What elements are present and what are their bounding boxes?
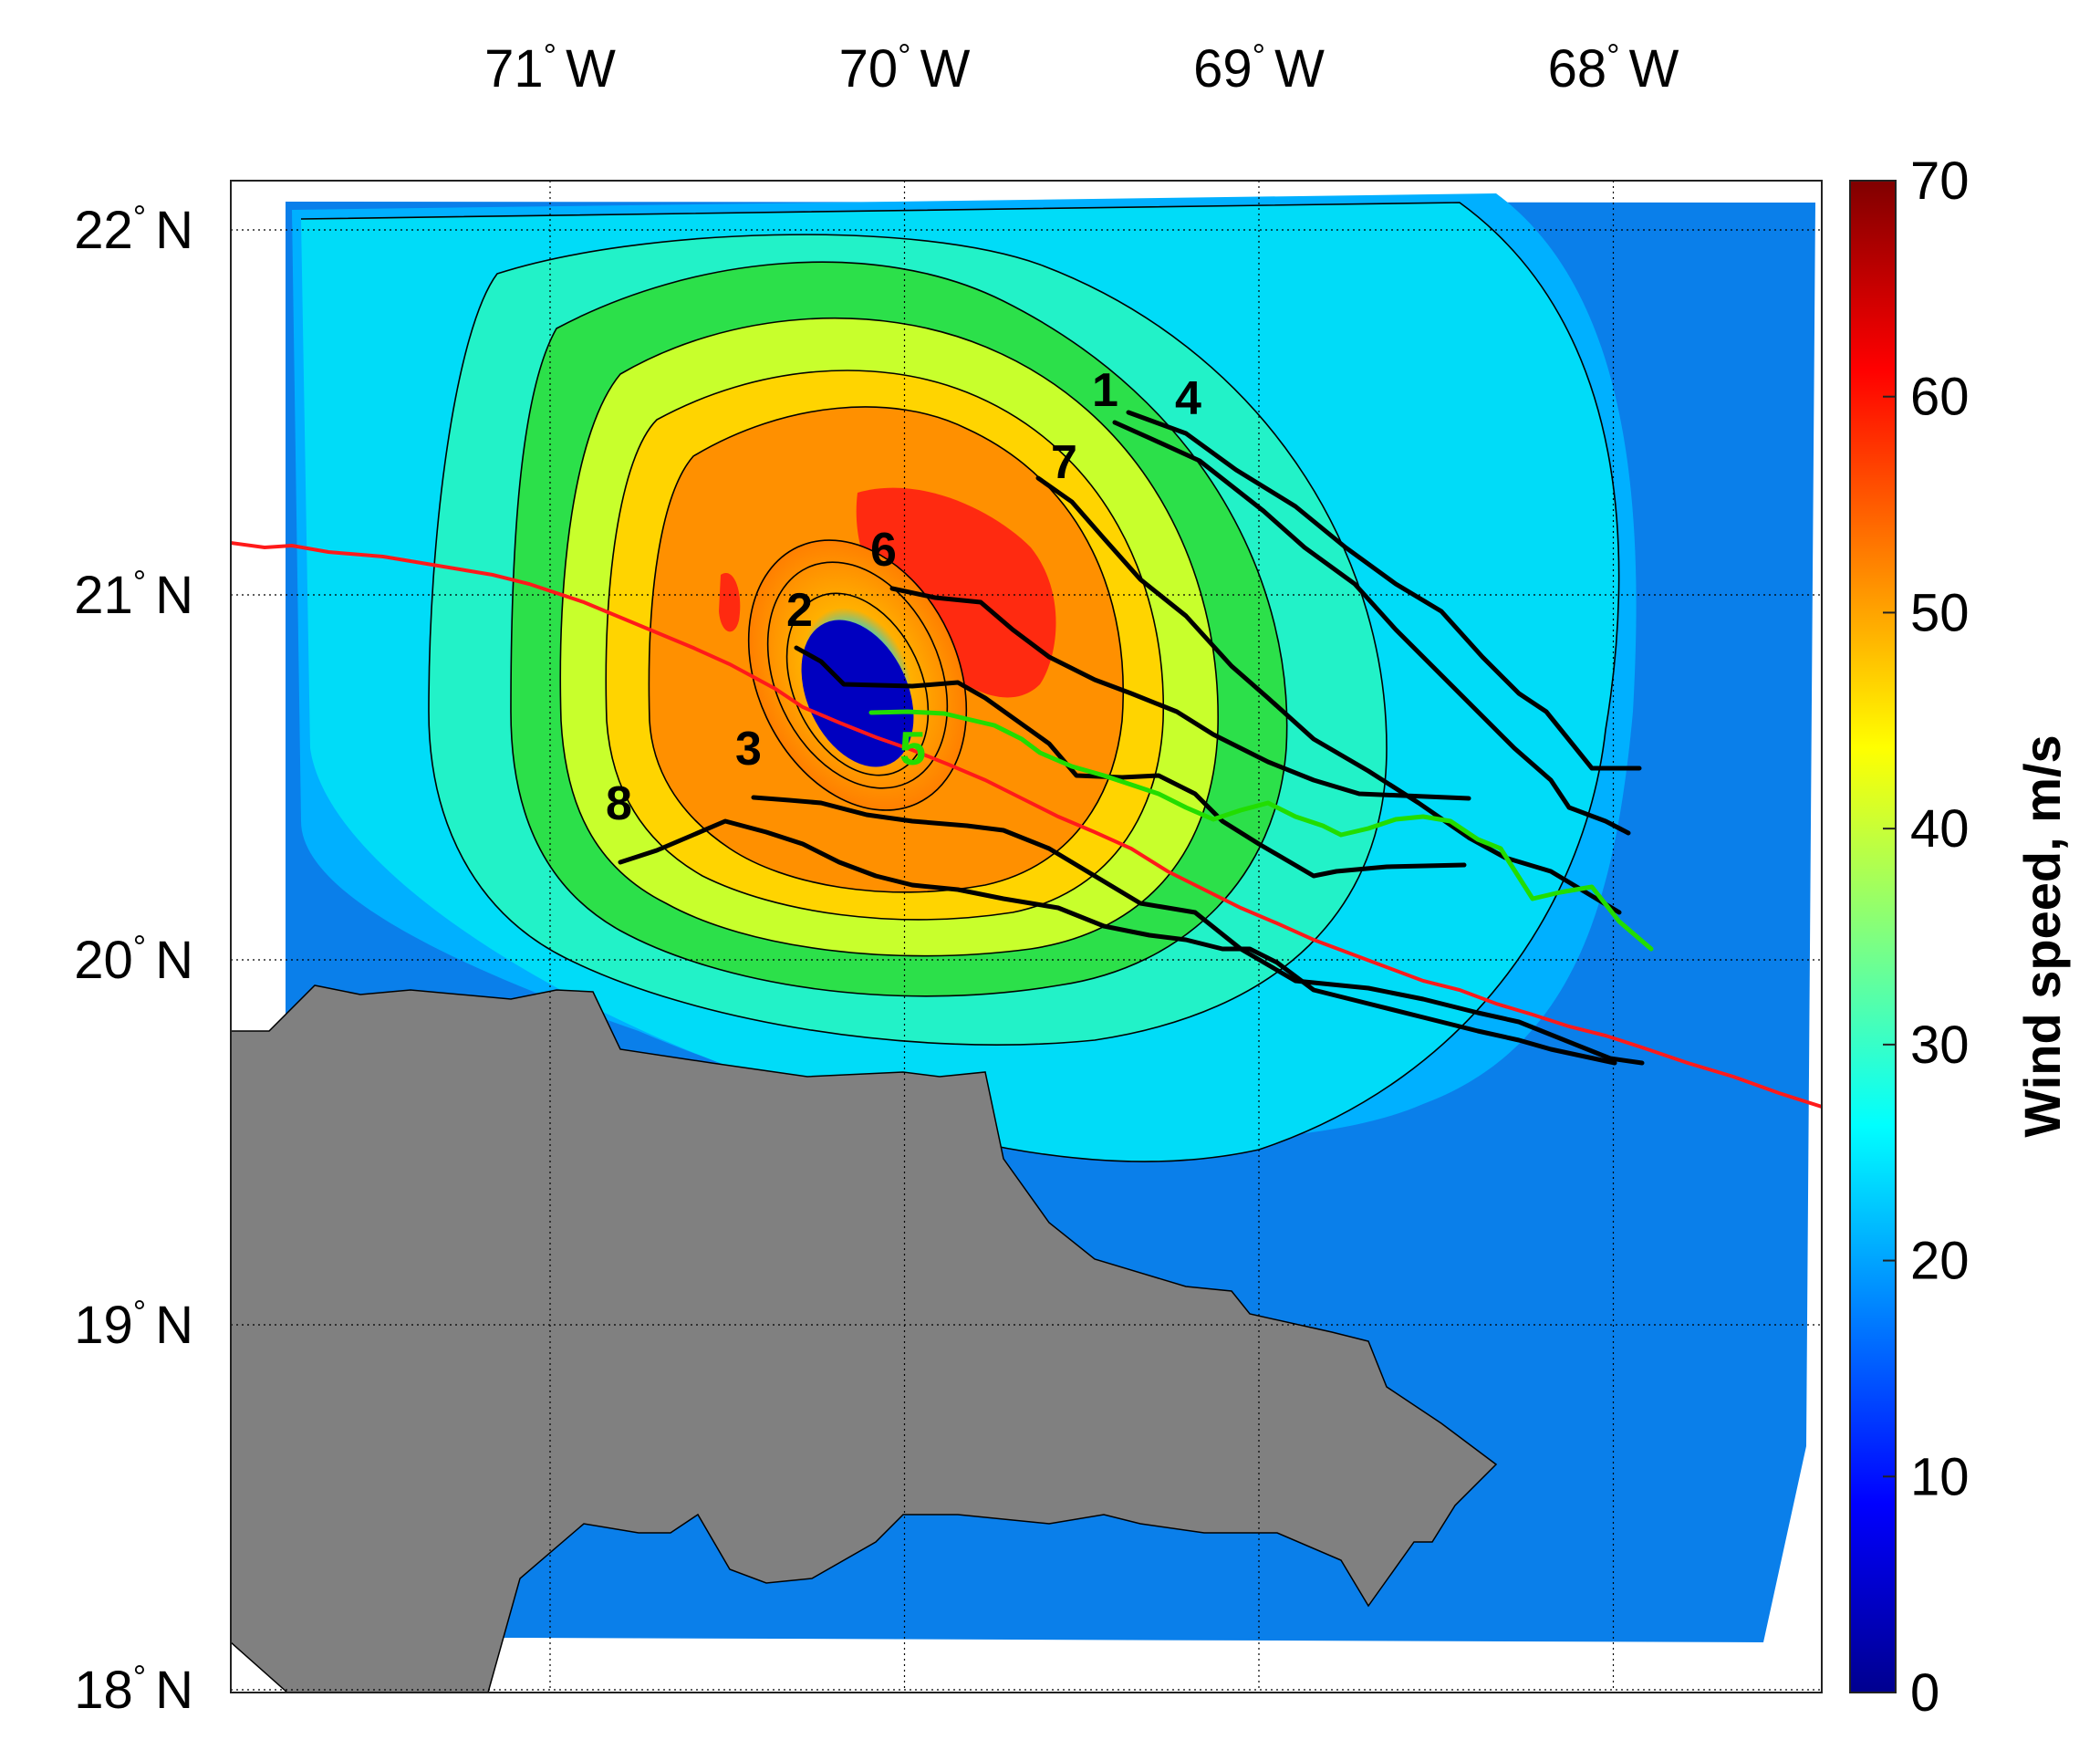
colorbar-label: Wind speed, m/s [2013,734,2071,1137]
contour-band-60 [856,487,1056,698]
longitude-tick-labels: 71° W 70° W 69° W 68° W [484,36,1679,99]
flight-leg-5 [868,709,1654,952]
latitude-tick-label: 21° N [74,563,193,625]
colorbar-gradient [1849,180,1897,1693]
flight-leg-1 [1112,420,1631,836]
flight-legs [618,410,1654,1066]
storm-eye-inner [801,620,914,767]
colorbar-tick-label: 10 [1910,1447,1970,1506]
longitude-tick-label: 68° W [1548,36,1679,99]
leg-label-6: 6 [870,524,897,577]
colorbar-tick-label: 60 [1910,368,1970,427]
graticule [231,181,1822,1693]
leg-label-7: 7 [1051,436,1077,489]
latitude-tick-label: 20° N [74,928,193,990]
map-panel: 1 4 7 6 2 5 3 8 [231,181,1822,1693]
colorbar-ticks: 0 10 20 30 40 50 60 70 [1883,151,1970,1723]
contour-lines [300,202,1620,1162]
flight-leg-4 [1126,410,1642,771]
leg-label-4: 4 [1175,372,1201,425]
colorbar-tick-label: 70 [1910,151,1970,211]
colorbar-tick-label: 40 [1910,799,1970,859]
longitude-tick-label: 69° W [1193,36,1325,99]
leg-label-5: 5 [899,723,926,776]
leg-label-8: 8 [606,777,632,830]
leg-label-1: 1 [1092,364,1118,417]
flight-leg-3 [751,795,1645,1066]
latitude-tick-label: 18° N [74,1658,193,1720]
flight-leg-7 [1035,475,1622,915]
colorbar-tick-label: 30 [1910,1016,1970,1075]
longitude-tick-label: 71° W [484,36,616,99]
colorbar-tick-label: 50 [1910,583,1970,642]
plot-frame [230,180,1823,1693]
colorbar: 0 10 20 30 40 50 60 70 Wind speed, m/s [1849,151,2071,1723]
leg-labels: 1 4 7 6 2 5 3 8 [606,364,1201,830]
flight-leg-6 [889,586,1471,801]
flight-leg-8 [618,818,1617,1066]
colorbar-tick-label: 20 [1910,1232,1970,1291]
contour-band-60b [719,573,741,632]
leg-label-3: 3 [735,723,762,776]
latitude-tick-label: 22° N [74,198,193,260]
latitude-tick-labels: 22° N 21° N 20° N 19° N 18° N [74,198,193,1720]
longitude-tick-label: 70° W [839,36,971,99]
latitude-tick-label: 19° N [74,1293,193,1355]
storm-track [231,541,1822,1109]
land-mass [231,984,1498,1693]
leg-label-2: 2 [786,584,813,637]
colorbar-tick-label: 0 [1910,1663,1939,1723]
